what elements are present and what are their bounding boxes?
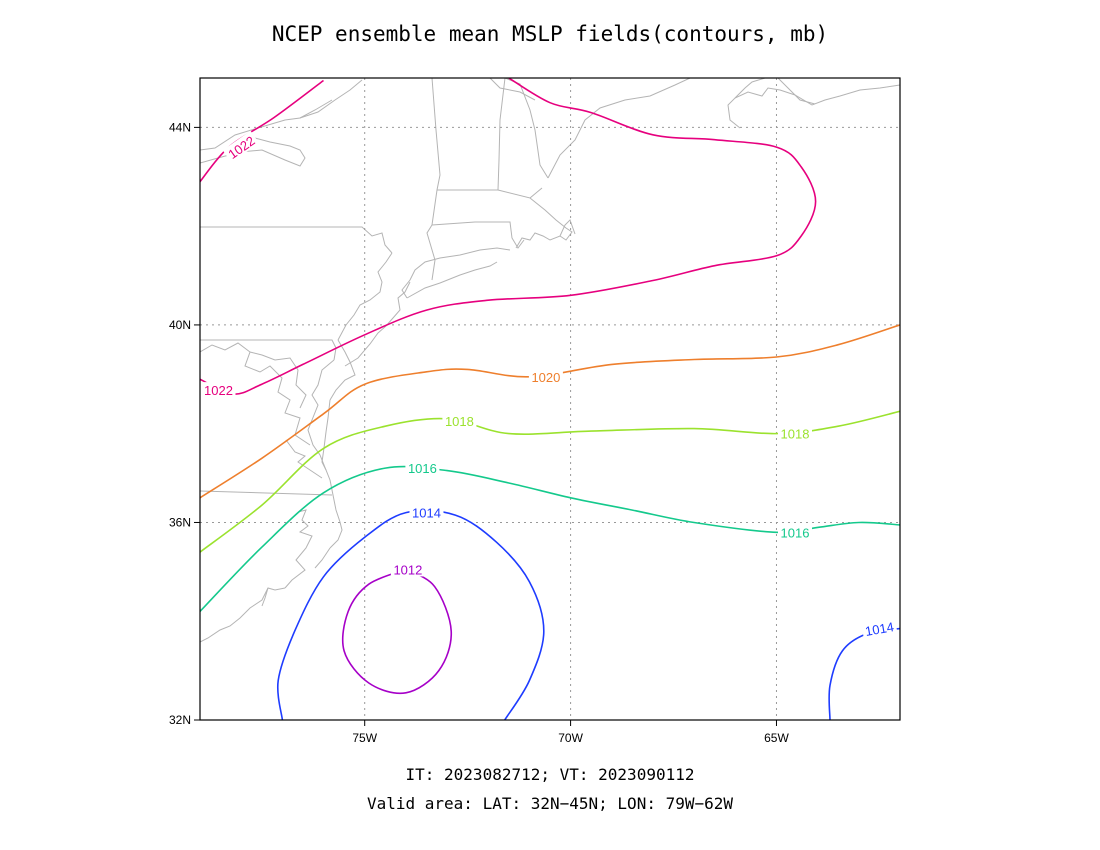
border-ma-north (437, 187, 543, 199)
contour-1022-line-1 (200, 78, 817, 395)
coastline-quebec (489, 78, 536, 101)
coastline-new-england (547, 78, 691, 179)
contour-label-group: 1016 (405, 460, 440, 476)
coastline-ne-canada (727, 84, 900, 129)
contour-label-bg (405, 460, 440, 476)
coastline-layer (200, 78, 900, 643)
contour-label-group: 1018 (778, 425, 812, 442)
contour-label-bg (861, 617, 898, 639)
contour-label-1018: 1018 (445, 414, 474, 429)
coastline-lake-ontario (200, 99, 333, 151)
border-ny-pa (200, 226, 393, 254)
contour-1020-line-0 (200, 324, 900, 499)
border-ct-ri (431, 221, 525, 249)
coastline-virginia-inner (285, 439, 323, 479)
contour-1014-line-1 (828, 627, 900, 720)
border-nh-me (504, 78, 549, 179)
contour-labels: 1022 1022 1020 1018 1018 1016 1016 1014 1014 1012 (201, 130, 898, 639)
y-tick-label: 36N (169, 515, 191, 529)
contour-label-group: 1022 (222, 130, 260, 163)
border-ny-vt (426, 78, 441, 281)
contour-label-bg (528, 368, 563, 384)
plot-area: 1022 1022 1020 1018 1018 1016 1016 1014 1014 1012 (200, 78, 900, 720)
gridlines (200, 78, 900, 720)
coastline-new-jersey (344, 281, 411, 367)
y-tick-label: 32N (169, 713, 191, 727)
contour-label-group: 1020 (528, 368, 563, 385)
contour-label-group: 1012 (390, 561, 425, 577)
border-md-pa (200, 339, 337, 361)
contour-label-1016: 1016 (781, 525, 810, 540)
contour-label-group: 1022 (201, 382, 236, 398)
coastline-delaware-bay (329, 339, 356, 401)
contour-label-bg (778, 524, 812, 540)
contour-label-bg (390, 561, 425, 577)
coastline-chesapeake (307, 359, 335, 471)
border-pa-nj (337, 252, 393, 341)
contour-label-1014: 1014 (412, 506, 441, 521)
contour-label-bg (442, 413, 477, 429)
x-tick-label: 75W (352, 731, 377, 745)
coastline-chesapeake-west (200, 342, 311, 446)
contour-label-bg (778, 425, 812, 441)
coastline-nc-south (200, 587, 286, 643)
contour-label-bg (222, 130, 260, 163)
contour-label-group: 1016 (778, 524, 812, 540)
footer-valid-area: Valid area: LAT: 32N−45N; LON: 79W−62W (367, 794, 733, 813)
coastline-cape-fear (261, 587, 269, 607)
coastline-st-lawrence (299, 79, 363, 119)
x-tick-label: 70W (558, 731, 583, 745)
contour-1016-line-0 (200, 465, 900, 612)
contour-label-1014: 1014 (864, 619, 895, 639)
contour-label-bg (201, 382, 236, 398)
coastline-cape-hatteras (314, 547, 331, 569)
border-vt-nh (497, 78, 506, 191)
x-tick-label: 65W (764, 731, 789, 745)
coastline-ct-shore (401, 247, 511, 299)
contour-1012-line-0 (341, 568, 453, 695)
contour-label-group: 1018 (442, 413, 477, 429)
contour-1022-line-0 (200, 79, 324, 183)
coastline-pamlico (284, 509, 313, 589)
coastline-cape-cod (515, 197, 573, 249)
coastline-bay-of-fundy (777, 78, 816, 105)
contour-lines (200, 78, 900, 720)
figure-title: NCEP ensemble mean MSLP fields(contours,… (272, 22, 828, 46)
coastline-outer-banks (329, 479, 343, 549)
contour-label-1012: 1012 (393, 562, 422, 577)
y-tick-label: 44N (169, 120, 191, 134)
contour-label-1018: 1018 (781, 427, 810, 442)
contour-1014-line-0 (276, 509, 545, 720)
coastline-nova-scotia (734, 78, 766, 99)
coastline-potomac (249, 351, 307, 409)
contour-label-group: 1014 (409, 504, 444, 521)
y-tick-label: 40N (169, 318, 191, 332)
footer-valid-time: IT: 2023082712; VT: 2023090112 (406, 765, 695, 784)
coastline-long-island (406, 261, 498, 299)
contour-label-1016: 1016 (408, 461, 437, 476)
axis-ticks: 75W 70W 65W 32N 36N 40N 44N (169, 120, 789, 745)
contour-label-group: 1014 (861, 617, 898, 639)
contour-label-1020: 1020 (531, 370, 560, 385)
contour-label-1022: 1022 (204, 383, 233, 398)
plot-frame (199, 77, 901, 721)
border-va-nc (200, 490, 333, 496)
contour-label-bg (409, 504, 444, 520)
coastline-cape-cod-hook (559, 219, 576, 237)
